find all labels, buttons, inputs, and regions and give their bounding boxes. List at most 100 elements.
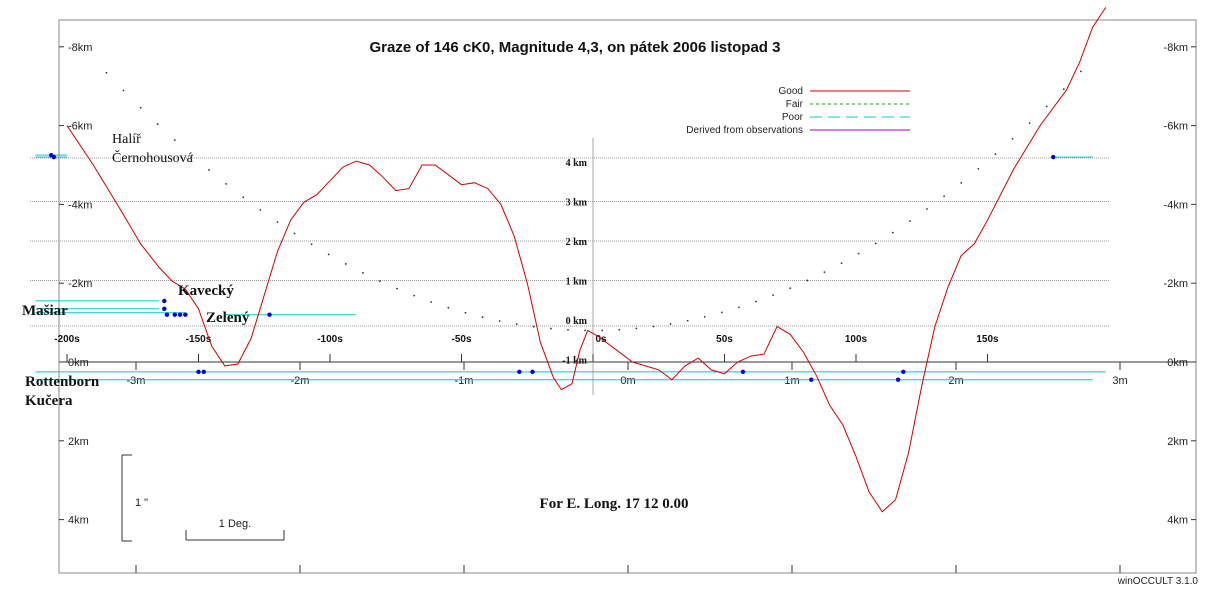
centre-limb-dot <box>789 287 792 290</box>
centre-limb-dot <box>191 154 193 157</box>
centre-limb-dot <box>105 71 108 74</box>
centre-limb-dot <box>806 279 809 282</box>
centre-limb-dot <box>413 294 416 297</box>
right-km-label: -8km <box>1164 42 1188 54</box>
centre-limb-dot <box>498 320 501 322</box>
seconds-label: 100s <box>845 334 868 345</box>
software-credit: winOCCULT 3.1.0 <box>1117 576 1199 587</box>
event-points <box>49 152 1056 382</box>
seconds-label: -150s <box>186 334 212 345</box>
centre-limb-dot <box>327 253 330 256</box>
centre-limb-dot <box>1045 105 1048 108</box>
centre-limb-dot <box>1011 137 1014 140</box>
centre-limb-dot <box>139 106 142 109</box>
observer-labels: Halíř Černohousová Kavecký Mašiar Zelený Rott… <box>22 132 250 409</box>
event-point <box>517 369 522 375</box>
limb-km-label: -1 km <box>562 356 587 367</box>
centre-limb-dot <box>259 209 262 211</box>
observer-chords <box>35 154 1106 381</box>
arcsec-scale-label: 1 " <box>135 497 148 509</box>
centre-limb-dot <box>173 139 176 141</box>
centre-limb-dot <box>276 221 279 223</box>
centre-limb-dot <box>994 153 997 156</box>
minutes-label: -2m <box>291 375 310 387</box>
legend-label: Poor <box>782 112 804 123</box>
event-point <box>164 312 170 317</box>
minutes-axis: -3m -2m -1m 0m 1m 2m 3m <box>127 362 1128 573</box>
observer-label: Kavecký <box>178 283 234 299</box>
seconds-label: 150s <box>976 334 999 345</box>
centre-limb-dot <box>242 196 245 199</box>
minutes-label: 2m <box>948 375 963 387</box>
event-point <box>162 306 167 312</box>
centre-limb-dot <box>840 262 843 265</box>
seconds-label: -50s <box>451 334 471 345</box>
limb-km-label: 4 km <box>566 158 588 169</box>
left-km-label: -4km <box>68 199 92 211</box>
limb-km-labels: 4 km 3 km 2 km 1 km 0 km -1 km <box>562 158 587 367</box>
centre-limb-dot <box>344 263 347 265</box>
minutes-label: -3m <box>127 375 146 387</box>
event-point <box>1051 154 1056 160</box>
seconds-label: -100s <box>317 334 343 345</box>
seconds-label: 50s <box>716 334 733 345</box>
event-point <box>172 312 178 317</box>
limb-km-label: 0 km <box>566 316 588 327</box>
centre-limb-dot <box>601 329 604 332</box>
left-km-label: 0km <box>68 357 89 369</box>
centre-limb-dot <box>464 311 467 314</box>
event-point <box>183 312 188 317</box>
observer-label: Halíř <box>112 132 141 147</box>
centre-limb-dot <box>396 287 398 290</box>
event-point <box>51 154 57 160</box>
minutes-label: 1m <box>784 375 799 387</box>
centre-limb-dot <box>447 306 450 309</box>
limb-km-label: 1 km <box>566 277 588 288</box>
event-point <box>162 298 167 304</box>
event-point <box>177 312 183 317</box>
centre-limb-dot <box>943 195 946 198</box>
minutes-label: -1m <box>455 375 474 387</box>
centre-limb-dot <box>584 329 587 332</box>
left-km-axis: -8km -6km -4km -2km 0km 2km 4km <box>59 42 92 527</box>
centre-limb-dot <box>635 327 638 330</box>
event-point <box>740 369 746 375</box>
centre-limb-dot <box>122 89 125 92</box>
seconds-label: 0s <box>595 334 607 345</box>
right-km-label: 4km <box>1167 515 1188 527</box>
limb-km-label: 3 km <box>566 198 588 209</box>
event-point <box>895 377 901 382</box>
centre-limb-dot <box>909 220 911 223</box>
centre-limb-dot <box>823 271 826 274</box>
left-km-label: 4km <box>68 515 89 527</box>
centre-limb-dot <box>481 316 484 319</box>
centre-limb-dot <box>550 327 552 330</box>
observer-label: Černohousová <box>112 149 194 166</box>
centre-limb-dot <box>857 252 860 255</box>
event-point <box>196 369 201 375</box>
centre-limb-dot <box>926 208 928 210</box>
centre-limb-dot <box>1079 70 1082 73</box>
scale-bars: 1 " 1 Deg. <box>121 454 285 542</box>
centre-limb-dot <box>686 319 689 322</box>
centre-limb-dot <box>361 271 364 274</box>
centre-limb-dot <box>874 242 877 245</box>
centre-limb-dot <box>379 280 381 282</box>
right-km-label: 2km <box>1167 436 1188 448</box>
centre-limb-dot <box>960 181 963 184</box>
zero-km-axis <box>59 138 1196 395</box>
centre-limb-dot <box>618 328 621 331</box>
centre-limb-dot <box>1028 122 1031 124</box>
event-point <box>267 312 272 317</box>
observer-label: Mašiar <box>22 303 68 319</box>
right-km-axis: -8km -6km -4km -2km 0km 2km 4km <box>1164 42 1196 527</box>
legend: Good Fair Poor Derived from observations <box>686 86 910 136</box>
minutes-label: 3m <box>1112 375 1127 387</box>
right-km-label: -6km <box>1164 121 1188 133</box>
centre-limb-dot <box>225 183 228 185</box>
centre-limb-dot <box>430 301 433 303</box>
left-km-label: -2km <box>68 278 92 290</box>
event-point <box>530 369 535 375</box>
legend-label: Fair <box>786 99 804 110</box>
